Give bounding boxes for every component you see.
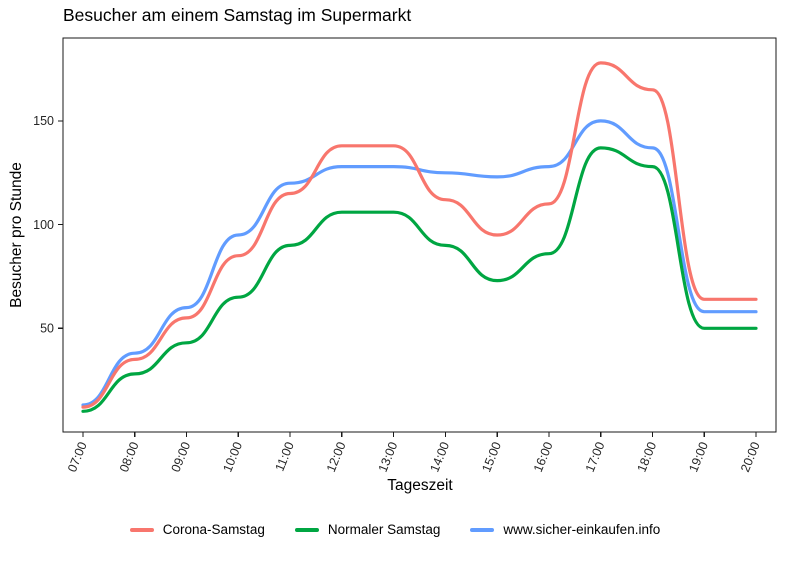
x-tick-label: 18:00 xyxy=(635,440,660,474)
x-tick-label: 11:00 xyxy=(273,440,297,473)
legend-item-normaler-samstag: Normaler Samstag xyxy=(294,522,441,537)
legend-swatch-corona-samstag xyxy=(129,527,154,532)
legend-item-www-sicher-einkaufen-info: www.sicher-einkaufen.info xyxy=(470,522,660,537)
x-tick-label: 19:00 xyxy=(686,440,711,474)
x-tick-label: 14:00 xyxy=(427,440,452,474)
legend-label: Normaler Samstag xyxy=(327,522,441,537)
x-tick-label: 10:00 xyxy=(220,440,245,474)
legend-label: Corona-Samstag xyxy=(162,522,265,537)
series-line-www-sicher-einkaufen-info xyxy=(81,119,758,407)
x-tick-label: 09:00 xyxy=(169,440,194,474)
x-tick-label: 15:00 xyxy=(479,440,504,474)
y-tick-label: 100 xyxy=(33,218,54,232)
series-line-normaler-samstag xyxy=(81,146,758,413)
x-tick-label: 16:00 xyxy=(531,440,556,474)
x-tick-label: 20:00 xyxy=(738,440,763,474)
legend-item-corona-samstag: Corona-Samstag xyxy=(129,522,265,537)
chart-title: Besucher am einem Samstag im Supermarkt xyxy=(63,5,412,25)
y-tick-label: 150 xyxy=(33,114,54,128)
y-tick-label: 50 xyxy=(40,322,54,336)
x-tick-label: 13:00 xyxy=(376,440,401,474)
legend-swatch-www-sicher-einkaufen-info xyxy=(470,527,495,532)
plot-area: 50 100 150 07:00 08:00 09:00 10:00 11:00 12:00 13… xyxy=(33,37,777,474)
x-tick-label: 07:00 xyxy=(65,440,90,474)
x-tick-label: 12:00 xyxy=(324,440,349,474)
plot-panel-border xyxy=(62,37,777,433)
x-axis-title: Tageszeit xyxy=(387,477,453,494)
x-axis: 07:00 08:00 09:00 10:00 11:00 12:00 13:00 14:00… xyxy=(65,432,763,474)
legend-label: www.sicher-einkaufen.info xyxy=(503,522,661,537)
legend-swatch-normaler-samstag xyxy=(294,527,319,532)
y-axis: 50 100 150 xyxy=(33,114,63,336)
y-axis-title: Besucher pro Stunde xyxy=(8,162,25,308)
x-tick-label: 17:00 xyxy=(583,440,608,474)
legend: Corona-Samstag Normaler Samstag www.sicher… xyxy=(0,522,790,537)
series-line-corona-samstag xyxy=(81,61,758,409)
x-tick-label: 08:00 xyxy=(117,440,142,474)
